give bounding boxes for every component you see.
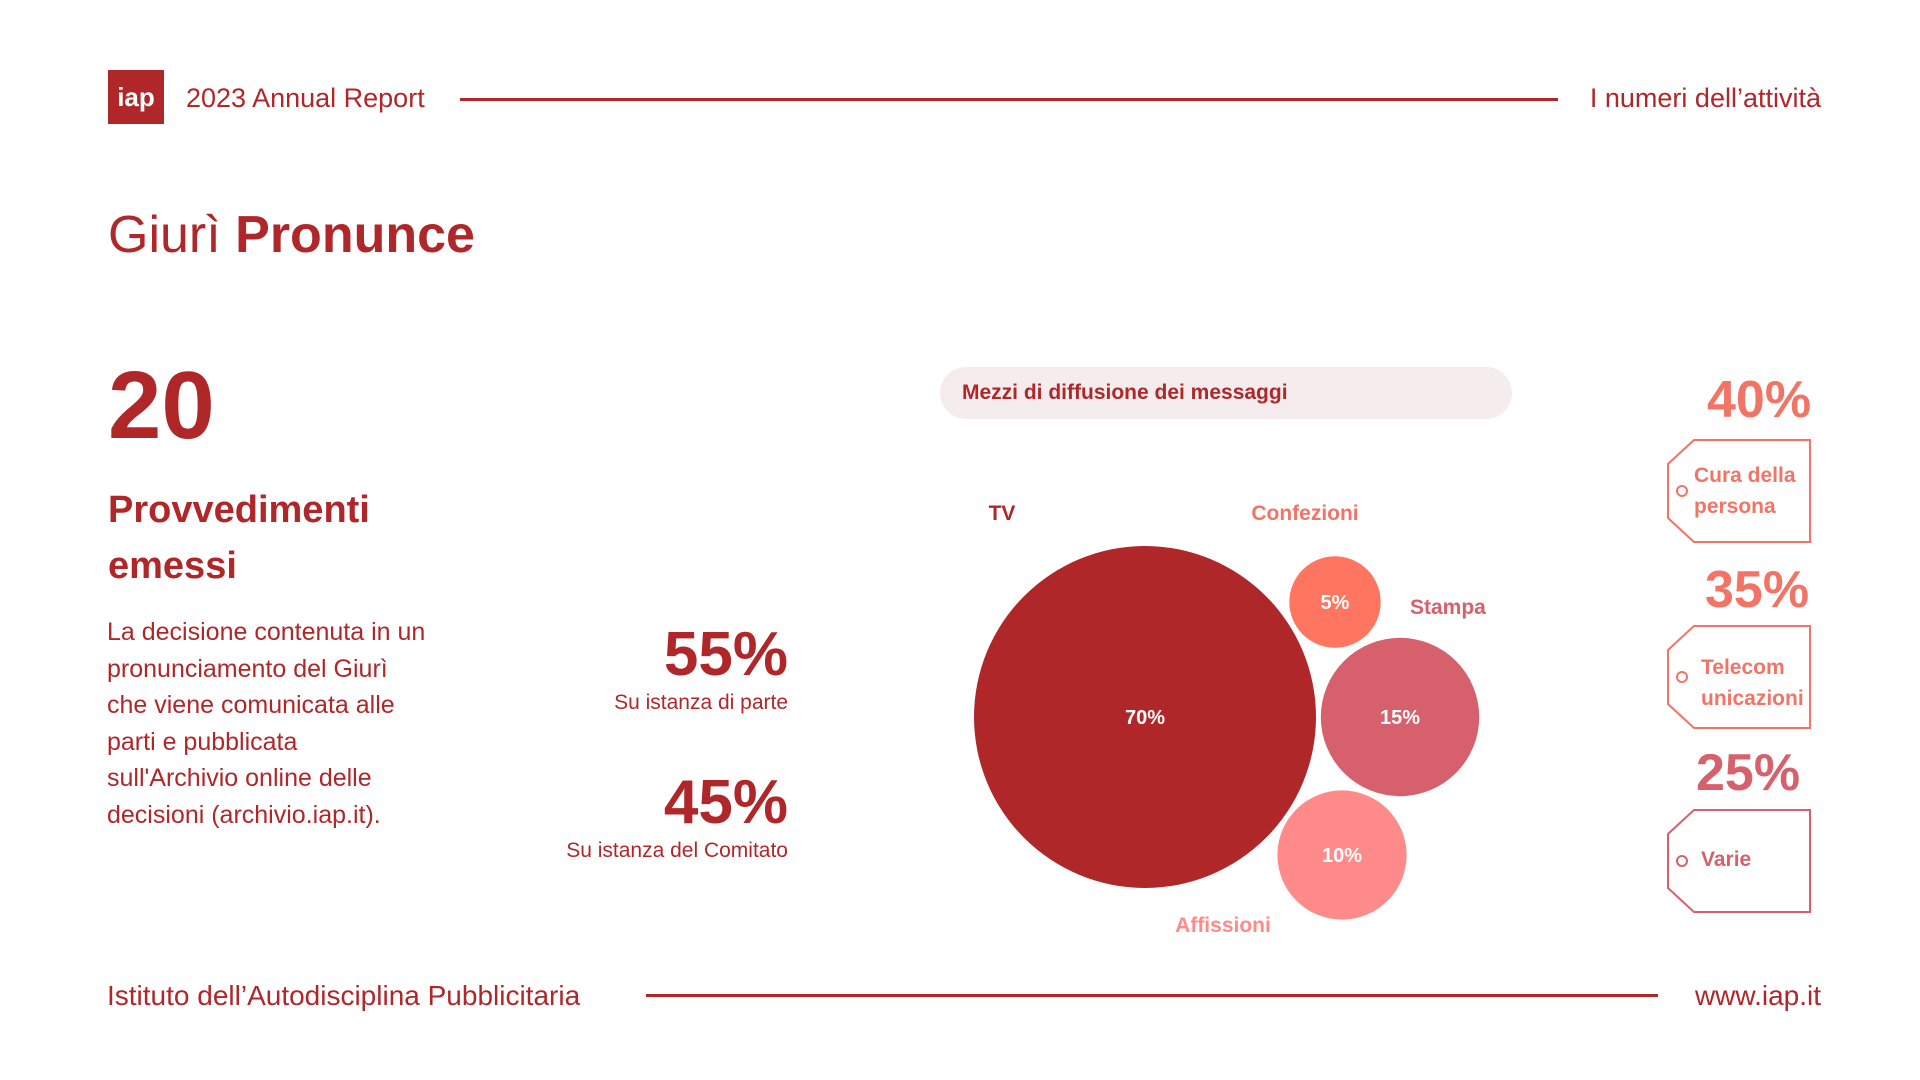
bubble-value-tv: 70% — [1125, 707, 1165, 729]
report-title: 2023 Annual Report — [186, 83, 425, 113]
split-value-comitato: 45% — [663, 768, 788, 837]
split-value-parte: 55% — [663, 620, 788, 689]
bubble-value-stampa: 15% — [1380, 707, 1420, 729]
provvedimenti-description: La decisione contenuta in un pronunciame… — [107, 618, 426, 829]
bubble-affissioni — [1277, 790, 1407, 920]
header-divider — [460, 98, 1558, 101]
sector-label-cura-persona: Cura della persona — [1694, 464, 1796, 518]
tag-shape-cura-persona — [1667, 439, 1811, 543]
footer-org: Istituto dell’Autodisciplina Pubblicitar… — [107, 980, 581, 1011]
sector-label-telecomunicazioni: Telecom unicazioni — [1701, 656, 1804, 710]
bubble-value-confezioni: 5% — [1321, 592, 1350, 614]
sector-value-telecomunicazioni: 35% — [1705, 561, 1810, 619]
bubble-label-stampa: Stampa — [1410, 596, 1486, 619]
tag-shape-telecomunicazioni — [1667, 625, 1811, 729]
sector-label-varie: Varie — [1701, 848, 1752, 871]
bubble-value-affissioni: 10% — [1322, 845, 1362, 867]
bubble-confezioni — [1289, 556, 1381, 648]
bubble-label-confezioni: Confezioni — [1251, 502, 1358, 525]
page-title-light: Giurì — [108, 206, 221, 264]
bubble-chart: 70% TV 5% Confezioni 15% Stampa 10% Affissioni — [974, 502, 1486, 937]
sector-value-varie: 25% — [1696, 744, 1801, 802]
footer-divider — [646, 994, 1658, 997]
footer-url: www.iap.it — [1694, 980, 1821, 1011]
sector-value-cura-persona: 40% — [1707, 371, 1812, 429]
chart-title: Mezzi di diffusione dei messaggi — [940, 367, 1512, 419]
page-title: Giurì Pronunce — [108, 204, 475, 266]
bubble-stampa — [1320, 637, 1480, 797]
provvedimenti-heading: Provvedimenti emessi — [108, 489, 370, 587]
split-label-parte: Su istanza di parte — [614, 691, 788, 714]
page-title-bold: Pronunce — [235, 206, 475, 264]
split-label-comitato: Su istanza del Comitato — [566, 839, 788, 862]
tag-shape-varie — [1667, 809, 1811, 913]
provvedimenti-count: 20 — [108, 352, 215, 459]
iap-logo: iap — [108, 70, 164, 124]
section-title: I numeri dell’attività — [1589, 83, 1821, 113]
bubble-label-tv: TV — [989, 502, 1016, 525]
bubble-tv — [974, 546, 1316, 888]
bubble-label-affissioni: Affissioni — [1175, 914, 1271, 937]
